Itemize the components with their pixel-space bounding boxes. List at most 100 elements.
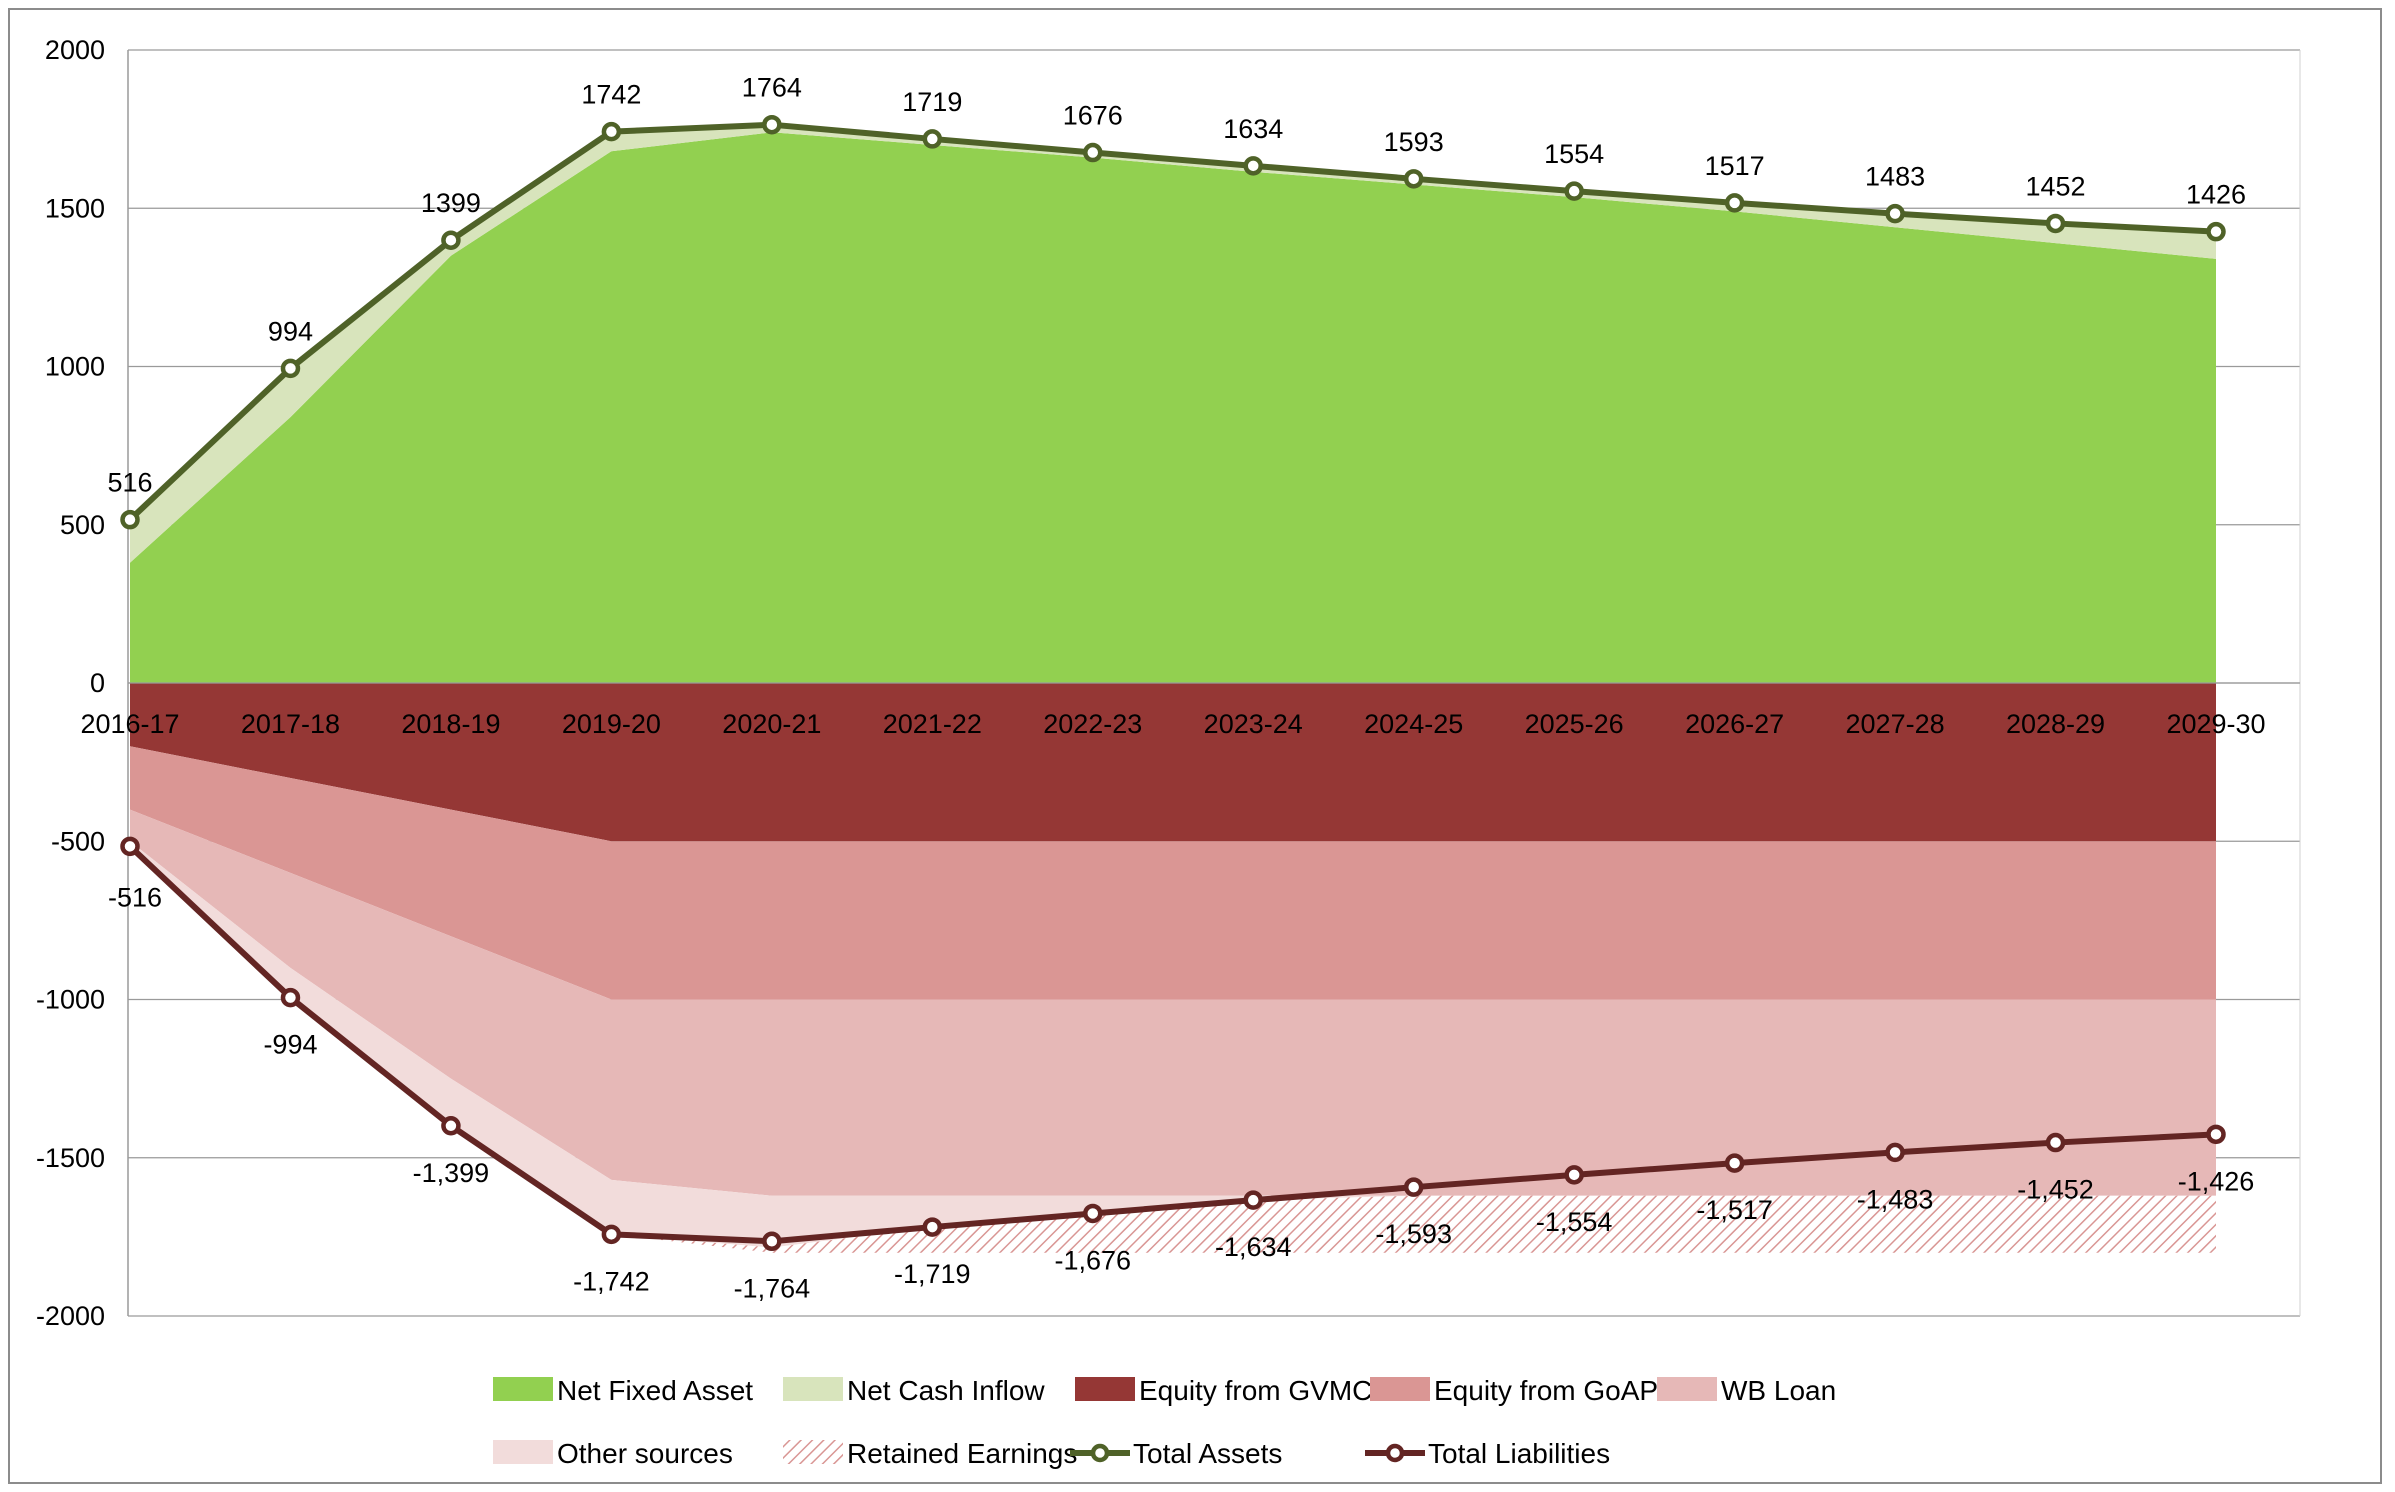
data-label-total-liabilities: -1,634 xyxy=(1215,1232,1292,1262)
data-label-total-assets: 1517 xyxy=(1705,151,1765,181)
data-label-total-assets: 1554 xyxy=(1544,139,1604,169)
legend-item-net-cash-inflow: Net Cash Inflow xyxy=(783,1375,1045,1406)
point-total-liabilities xyxy=(1243,1190,1263,1210)
line-total-assets xyxy=(127,121,2217,522)
y-tick-label: 1500 xyxy=(45,193,105,223)
point-total-assets xyxy=(441,230,461,250)
point-total-liabilities xyxy=(441,1116,461,1136)
y-tick-label: -2000 xyxy=(36,1301,105,1331)
legend: Net Fixed Asset Net Cash Inflow Equity fro… xyxy=(493,1375,1836,1469)
y-tick-label: -1000 xyxy=(36,985,105,1015)
data-label-total-assets: 1676 xyxy=(1063,101,1123,131)
data-label-total-assets: 1426 xyxy=(2186,180,2246,210)
legend-item-wb-loan: WB Loan xyxy=(1657,1375,1836,1406)
point-total-liabilities xyxy=(2045,1132,2066,1153)
y-tick-label: -500 xyxy=(51,826,105,856)
legend-label: Equity from GVMC xyxy=(1139,1375,1372,1406)
legend-label: Retained Earnings xyxy=(847,1438,1077,1469)
data-label-total-liabilities: -994 xyxy=(263,1030,317,1060)
point-total-assets xyxy=(280,358,301,379)
data-label-total-liabilities: -1,719 xyxy=(894,1259,971,1289)
legend-item-total-assets: Total Assets xyxy=(1070,1438,1282,1469)
x-tick-label: 2019-20 xyxy=(562,709,661,739)
legend-swatch xyxy=(493,1440,553,1464)
point-total-liabilities xyxy=(1724,1153,1745,1173)
data-label-total-liabilities: -1,593 xyxy=(1375,1219,1452,1249)
point-total-liabilities xyxy=(601,1224,622,1245)
y-tick-label: 0 xyxy=(90,668,105,698)
point-total-assets xyxy=(1083,142,1103,163)
x-tick-label: 2021-22 xyxy=(883,709,982,739)
data-label-total-assets: 1634 xyxy=(1223,114,1283,144)
x-tick-label: 2024-25 xyxy=(1364,709,1463,739)
data-label-total-liabilities: -516 xyxy=(108,882,162,912)
data-label-total-assets: 1593 xyxy=(1384,127,1444,157)
legend-label: Total Liabilities xyxy=(1428,1438,1610,1469)
legend-item-retained-earnings: Retained Earnings xyxy=(783,1438,1077,1469)
legend-label: Net Fixed Asset xyxy=(557,1375,753,1406)
legend-marker xyxy=(1090,1443,1110,1463)
point-total-liabilities xyxy=(1083,1203,1103,1224)
y-tick-label: 500 xyxy=(60,510,105,540)
data-label-total-liabilities: -1,452 xyxy=(2017,1175,2094,1205)
x-tick-label: 2026-27 xyxy=(1685,709,1784,739)
point-total-liabilities xyxy=(922,1217,943,1237)
point-total-liabilities xyxy=(1885,1142,1905,1163)
data-label-total-assets: 1719 xyxy=(902,87,962,117)
area-equity-from-goap xyxy=(130,746,2216,1000)
legend-label: Net Cash Inflow xyxy=(847,1375,1045,1406)
point-total-assets xyxy=(1724,193,1745,213)
legend-marker xyxy=(1385,1443,1405,1463)
x-tick-label: 2029-30 xyxy=(2166,709,2265,739)
data-label-total-assets: 994 xyxy=(268,316,313,346)
data-label-total-assets: 1742 xyxy=(581,80,641,110)
legend-swatch xyxy=(783,1377,843,1401)
data-labels: 516 994 1399 1742 1764 1719 1676 1634 1593 1554 15… xyxy=(107,73,2254,1304)
y-tick-label: -1500 xyxy=(36,1143,105,1173)
data-label-total-assets: 516 xyxy=(107,468,152,498)
data-label-total-assets: 1483 xyxy=(1865,162,1925,192)
data-label-total-assets: 1452 xyxy=(2025,171,2085,201)
area-wb-loan xyxy=(130,809,2216,1196)
point-total-liabilities xyxy=(1564,1165,1584,1185)
legend-label: Equity from GoAP xyxy=(1434,1375,1658,1406)
data-label-total-liabilities: -1,483 xyxy=(1857,1184,1934,1214)
legend-item-total-liabilities: Total Liabilities xyxy=(1365,1438,1610,1469)
data-label-total-liabilities: -1,517 xyxy=(1696,1195,1773,1225)
point-total-liabilities xyxy=(2206,1124,2226,1145)
data-label-total-liabilities: -1,554 xyxy=(1536,1207,1613,1237)
x-tick-label: 2023-24 xyxy=(1204,709,1303,739)
x-tick-label: 2025-26 xyxy=(1525,709,1624,739)
x-tick-label: 2027-28 xyxy=(1846,709,1945,739)
legend-swatch xyxy=(493,1377,553,1401)
point-total-assets xyxy=(120,509,140,530)
point-total-liabilities xyxy=(762,1231,782,1252)
point-total-assets xyxy=(1243,156,1263,176)
y-tick-label: 1000 xyxy=(45,352,105,382)
area-retained-earnings xyxy=(130,846,2216,1253)
data-label-total-liabilities: -1,742 xyxy=(573,1266,650,1296)
legend-label: Total Assets xyxy=(1133,1438,1282,1469)
line-total-liabilities xyxy=(127,844,2217,1245)
point-total-liabilities xyxy=(280,987,301,1008)
x-tick-label: 2016-17 xyxy=(80,709,179,739)
legend-item-other-sources: Other sources xyxy=(493,1438,733,1469)
x-tick-label: 2020-21 xyxy=(722,709,821,739)
point-total-assets xyxy=(1564,181,1584,201)
data-label-total-liabilities: -1,426 xyxy=(2178,1166,2255,1196)
data-label-total-assets: 1764 xyxy=(742,73,802,103)
y-tick-label: 2000 xyxy=(45,35,105,65)
legend-item-equity-from-goap: Equity from GoAP xyxy=(1370,1375,1658,1406)
legend-item-equity-from-gvmc: Equity from GVMC xyxy=(1075,1375,1372,1406)
point-total-assets xyxy=(922,129,943,149)
line-series xyxy=(120,114,2226,1252)
point-total-assets xyxy=(2045,213,2066,234)
legend-swatch xyxy=(1075,1377,1135,1401)
legend-label: Other sources xyxy=(557,1438,733,1469)
x-tick-label: 2022-23 xyxy=(1043,709,1142,739)
point-total-assets xyxy=(762,114,782,135)
legend-item-net-fixed-asset: Net Fixed Asset xyxy=(493,1375,753,1406)
point-total-assets xyxy=(1403,169,1424,189)
data-label-total-liabilities: -1,676 xyxy=(1054,1245,1131,1275)
